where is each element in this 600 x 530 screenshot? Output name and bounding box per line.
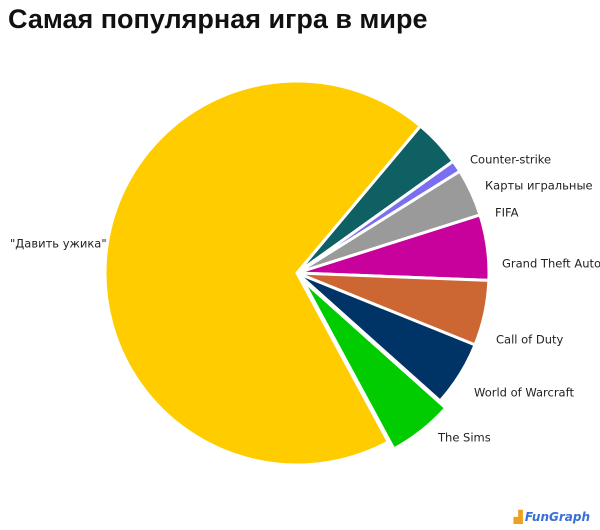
pie-label-3: Grand Theft Auto bbox=[502, 257, 600, 271]
pie-slice-6 bbox=[301, 278, 448, 451]
pie-label-5: World of Warcraft bbox=[474, 386, 574, 400]
pie-label-6: The Sims bbox=[437, 431, 491, 445]
watermark-text: FunGraph bbox=[524, 510, 590, 524]
pie-label-0: Counter-strike bbox=[470, 153, 551, 167]
pie-slice-5 bbox=[295, 271, 477, 403]
pie-label-7: "Давить ужика" bbox=[10, 237, 107, 251]
pie-slices bbox=[103, 79, 491, 467]
chart-title: Самая популярная игра в мире bbox=[8, 4, 428, 34]
pie-label-2: FIFA bbox=[495, 206, 519, 220]
pie-labels: Counter-strike Карты игральные FIFA Grand T… bbox=[10, 153, 600, 445]
fungraph-logo: ▟ FunGraph bbox=[514, 510, 590, 524]
pie-label-4: Call of Duty bbox=[496, 333, 564, 347]
pie-slice-7 bbox=[103, 79, 422, 467]
pie-label-1: Карты игральные bbox=[485, 179, 593, 193]
chart-bars-icon: ▟ bbox=[513, 510, 523, 524]
